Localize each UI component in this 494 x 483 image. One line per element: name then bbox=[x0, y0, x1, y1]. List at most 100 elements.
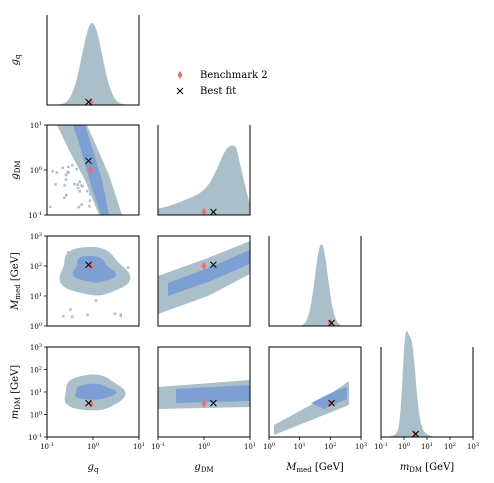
x-tick-label: 100 bbox=[198, 442, 210, 451]
x-tick-label: 102 bbox=[324, 442, 336, 451]
speckle bbox=[76, 183, 79, 186]
x-axis-label-m_DM-unit: [GeV] bbox=[422, 462, 454, 473]
x-tick-label-exp: 1 bbox=[303, 442, 306, 448]
marginal-M_med bbox=[269, 244, 361, 326]
y-tick-label: 101 bbox=[30, 121, 42, 130]
x-tick-label: 100 bbox=[87, 442, 99, 451]
y-axis-label-M_med: Mmed [GeV] bbox=[10, 252, 22, 311]
legend-bestfit-label: Best fit bbox=[200, 86, 236, 97]
speckle bbox=[64, 173, 68, 177]
bestfit-marker-g_DM bbox=[210, 208, 217, 216]
speckle bbox=[66, 251, 70, 254]
bestfit-marker-g_DM-m_DM bbox=[210, 399, 217, 407]
x-axis-label-M_med-sub: med bbox=[296, 466, 312, 474]
x-tick-label-base: 10 bbox=[198, 443, 207, 451]
x-tick-label: 101 bbox=[421, 442, 433, 451]
x-tick-label-base: 10 bbox=[421, 443, 430, 451]
y-axis-label-m_DM-sub: DM bbox=[14, 397, 22, 410]
y-tick-label-exp: 2 bbox=[39, 366, 42, 372]
x-tick-label-exp: 2 bbox=[453, 442, 456, 448]
speckle bbox=[88, 192, 92, 196]
marginal-g_q bbox=[47, 23, 139, 105]
x-tick-label-exp: 0 bbox=[96, 442, 99, 448]
y-tick-label-base: 10 bbox=[30, 412, 39, 420]
benchmark-marker-g_q bbox=[88, 98, 94, 106]
speckle bbox=[73, 183, 76, 186]
panel-frame bbox=[157, 125, 251, 216]
speckle bbox=[76, 186, 80, 190]
x-tick-label: 101 bbox=[133, 442, 145, 451]
x-tick-label-base: 10 bbox=[444, 443, 453, 451]
x-axis-label-M_med-unit: [GeV] bbox=[312, 462, 344, 473]
x-tick-label-exp: 3 bbox=[476, 442, 479, 448]
x-tick-label-exp: -1 bbox=[49, 442, 54, 448]
y-axis-label-g_q-symbol: g bbox=[10, 59, 21, 65]
x-axis-label-M_med: Mmed [GeV] bbox=[285, 462, 344, 474]
y-tick-label-base: 10 bbox=[30, 122, 39, 130]
bestfit-marker-M_med-m_DM bbox=[328, 399, 335, 407]
x-tick-label-exp: 0 bbox=[407, 442, 410, 448]
speckle bbox=[63, 184, 66, 187]
y-tick-label-exp: 3 bbox=[39, 343, 42, 349]
y-tick-label: 102 bbox=[30, 262, 42, 271]
y-tick-label: 10-1 bbox=[28, 433, 42, 442]
y-tick-label-exp: 0 bbox=[39, 322, 42, 328]
x-tick-label-base: 10 bbox=[133, 443, 142, 451]
y-tick-label-base: 10 bbox=[28, 434, 37, 442]
joint-inner-gq-mdm bbox=[75, 383, 117, 400]
panel-frame bbox=[268, 346, 362, 438]
panel-frame bbox=[46, 235, 140, 327]
y-tick-label-base: 10 bbox=[30, 167, 39, 175]
bestfit-marker-g_q-m_DM bbox=[85, 399, 92, 407]
y-axis-label-g_DM-sub: DM bbox=[14, 160, 22, 173]
speckle bbox=[71, 164, 74, 167]
speckle bbox=[75, 167, 78, 171]
x-tick-label-base: 10 bbox=[467, 443, 476, 451]
y-axis-label-g_DM-symbol: g bbox=[10, 173, 21, 179]
x-axis-label-g_DM-sub: DM bbox=[201, 466, 214, 474]
y-tick-label-exp: -1 bbox=[37, 211, 42, 217]
x-tick-label-base: 10 bbox=[151, 443, 160, 451]
legend-benchmark-marker bbox=[177, 71, 183, 79]
y-tick-label-exp: 1 bbox=[39, 121, 42, 127]
x-tick-label-exp: -1 bbox=[383, 442, 388, 448]
x-tick-label-base: 10 bbox=[40, 443, 49, 451]
speckle bbox=[65, 193, 68, 197]
y-tick-label: 10-1 bbox=[28, 211, 42, 220]
y-tick-label: 103 bbox=[30, 232, 42, 241]
y-tick-label-base: 10 bbox=[30, 233, 39, 241]
x-tick-label-base: 10 bbox=[263, 443, 272, 451]
benchmark-marker-g_DM-M_med bbox=[201, 262, 207, 270]
panel-frame bbox=[380, 347, 474, 438]
y-axis-label-m_DM-symbol: m bbox=[10, 410, 21, 419]
y-tick-label-base: 10 bbox=[30, 323, 39, 331]
x-tick-label-base: 10 bbox=[355, 443, 364, 451]
y-tick-label: 101 bbox=[30, 388, 42, 397]
legend-benchmark-label: Benchmark 2 bbox=[200, 70, 268, 81]
x-tick-label: 103 bbox=[355, 442, 367, 451]
y-tick-label-exp: 1 bbox=[39, 292, 42, 298]
x-tick-label-exp: 2 bbox=[333, 442, 336, 448]
panel-frame bbox=[268, 236, 362, 327]
speckle bbox=[71, 315, 74, 318]
x-axis-label-m_DM: mDM [GeV] bbox=[400, 462, 454, 474]
y-axis-label-m_DM: mDM [GeV] bbox=[10, 365, 22, 419]
y-tick-label-exp: 0 bbox=[39, 411, 42, 417]
y-axis-label-M_med-unit: [GeV] bbox=[10, 252, 21, 284]
speckle bbox=[113, 312, 117, 315]
y-tick-label: 103 bbox=[30, 343, 42, 352]
speckle bbox=[51, 170, 54, 173]
speckle bbox=[80, 203, 83, 206]
speckle bbox=[94, 299, 98, 302]
x-tick-label: 101 bbox=[244, 442, 256, 451]
x-tick-label-base: 10 bbox=[244, 443, 253, 451]
panel-frame bbox=[46, 15, 140, 106]
y-axis-label-M_med-symbol: M bbox=[10, 299, 21, 311]
joint-inner-mmed-mdm bbox=[311, 387, 347, 409]
speckle bbox=[88, 199, 92, 202]
y-tick-label-exp: 2 bbox=[39, 262, 42, 268]
y-axis-label-g_DM: gDM bbox=[10, 160, 22, 179]
y-tick-label-exp: 3 bbox=[39, 232, 42, 238]
x-tick-label-base: 10 bbox=[294, 443, 303, 451]
